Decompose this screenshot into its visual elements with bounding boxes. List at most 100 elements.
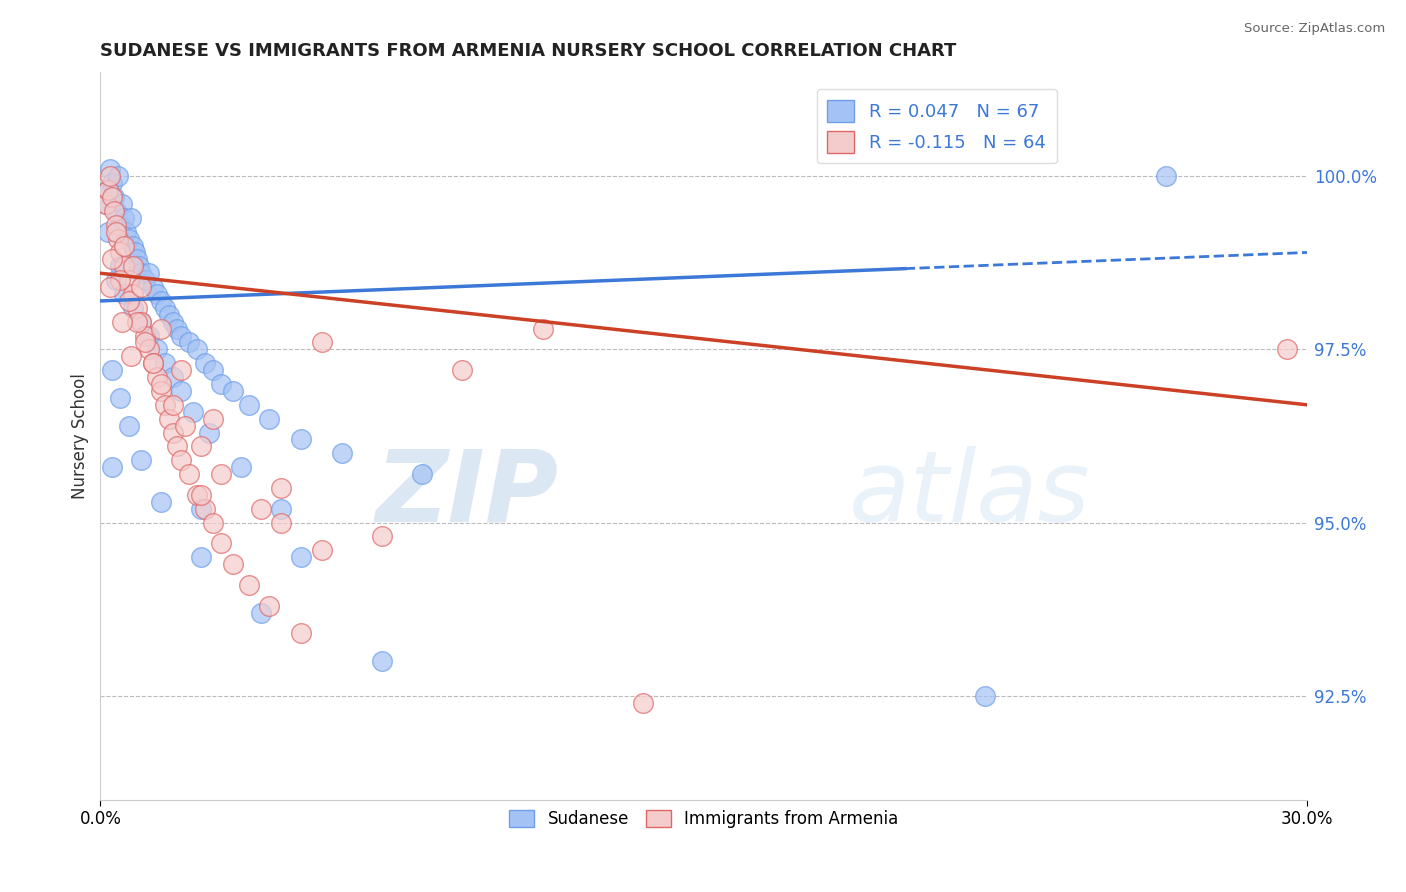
Point (166, 439, 188, 453)
Point (186, 343, 208, 357)
Point (190, 550, 212, 565)
Point (238, 398, 260, 412)
Point (190, 488, 212, 502)
Legend: Sudanese, Immigrants from Armenia: Sudanese, Immigrants from Armenia (502, 804, 905, 835)
Point (124, 245, 146, 260)
Point (222, 384, 245, 398)
Point (97, 183, 120, 197)
Y-axis label: Nursery School: Nursery School (72, 373, 89, 499)
Text: SUDANESE VS IMMIGRANTS FROM ARMENIA NURSERY SCHOOL CORRELATION CHART: SUDANESE VS IMMIGRANTS FROM ARMENIA NURS… (100, 42, 956, 60)
Point (114, 211, 136, 225)
Point (162, 398, 184, 412)
Point (138, 343, 160, 357)
Point (170, 384, 193, 398)
Text: Source: ZipAtlas.com: Source: ZipAtlas.com (1244, 22, 1385, 36)
Point (117, 232, 139, 246)
Point (129, 266, 152, 280)
Point (290, 626, 312, 640)
Point (170, 328, 193, 343)
Point (115, 225, 138, 239)
Point (229, 460, 252, 475)
Point (111, 315, 134, 329)
Point (120, 349, 142, 363)
Point (1275, 343, 1298, 357)
Point (101, 363, 124, 377)
Point (270, 501, 292, 516)
Point (145, 287, 167, 301)
Point (114, 238, 136, 252)
Point (105, 218, 128, 232)
Point (157, 411, 180, 425)
Point (129, 280, 152, 294)
Point (96, 197, 118, 211)
Point (330, 446, 353, 460)
Point (134, 273, 156, 287)
Point (121, 301, 143, 315)
Point (100, 280, 122, 294)
Point (170, 363, 193, 377)
Point (110, 260, 132, 274)
Point (142, 356, 165, 370)
Point (121, 260, 143, 274)
Point (198, 425, 221, 440)
Point (633, 696, 655, 710)
Point (114, 287, 136, 301)
Point (531, 321, 554, 335)
Point (149, 495, 172, 509)
Point (110, 245, 132, 260)
Point (107, 169, 129, 184)
Point (259, 411, 281, 425)
Point (117, 273, 139, 287)
Point (129, 453, 152, 467)
Point (186, 488, 208, 502)
Point (107, 232, 129, 246)
Point (201, 411, 224, 425)
Point (145, 370, 167, 384)
Point (162, 425, 184, 440)
Point (149, 321, 172, 335)
Point (311, 335, 333, 350)
Point (270, 481, 292, 495)
Point (194, 356, 217, 370)
Point (194, 501, 217, 516)
Point (149, 384, 172, 398)
Point (201, 363, 224, 377)
Point (166, 321, 188, 335)
Point (101, 176, 124, 190)
Point (157, 308, 180, 322)
Point (111, 197, 134, 211)
Point (190, 501, 212, 516)
Point (238, 578, 260, 592)
Point (209, 377, 232, 392)
Point (101, 190, 124, 204)
Point (121, 287, 143, 301)
Point (411, 467, 433, 481)
Point (96, 197, 118, 211)
Point (121, 238, 143, 252)
Point (974, 689, 997, 703)
Point (371, 529, 394, 543)
Point (222, 557, 245, 571)
Point (101, 460, 124, 475)
Point (181, 405, 204, 419)
Point (371, 654, 394, 668)
Point (134, 335, 156, 350)
Point (190, 439, 212, 453)
Point (105, 273, 128, 287)
Point (201, 516, 224, 530)
Point (125, 252, 148, 267)
Point (1154, 169, 1177, 184)
Point (250, 606, 273, 620)
Point (103, 190, 125, 204)
Point (97, 183, 120, 197)
Point (170, 453, 193, 467)
Point (117, 293, 139, 308)
Point (153, 398, 176, 412)
Point (142, 356, 165, 370)
Point (177, 335, 200, 350)
Point (145, 343, 167, 357)
Point (177, 467, 200, 481)
Point (153, 356, 176, 370)
Point (97, 225, 120, 239)
Point (149, 293, 172, 308)
